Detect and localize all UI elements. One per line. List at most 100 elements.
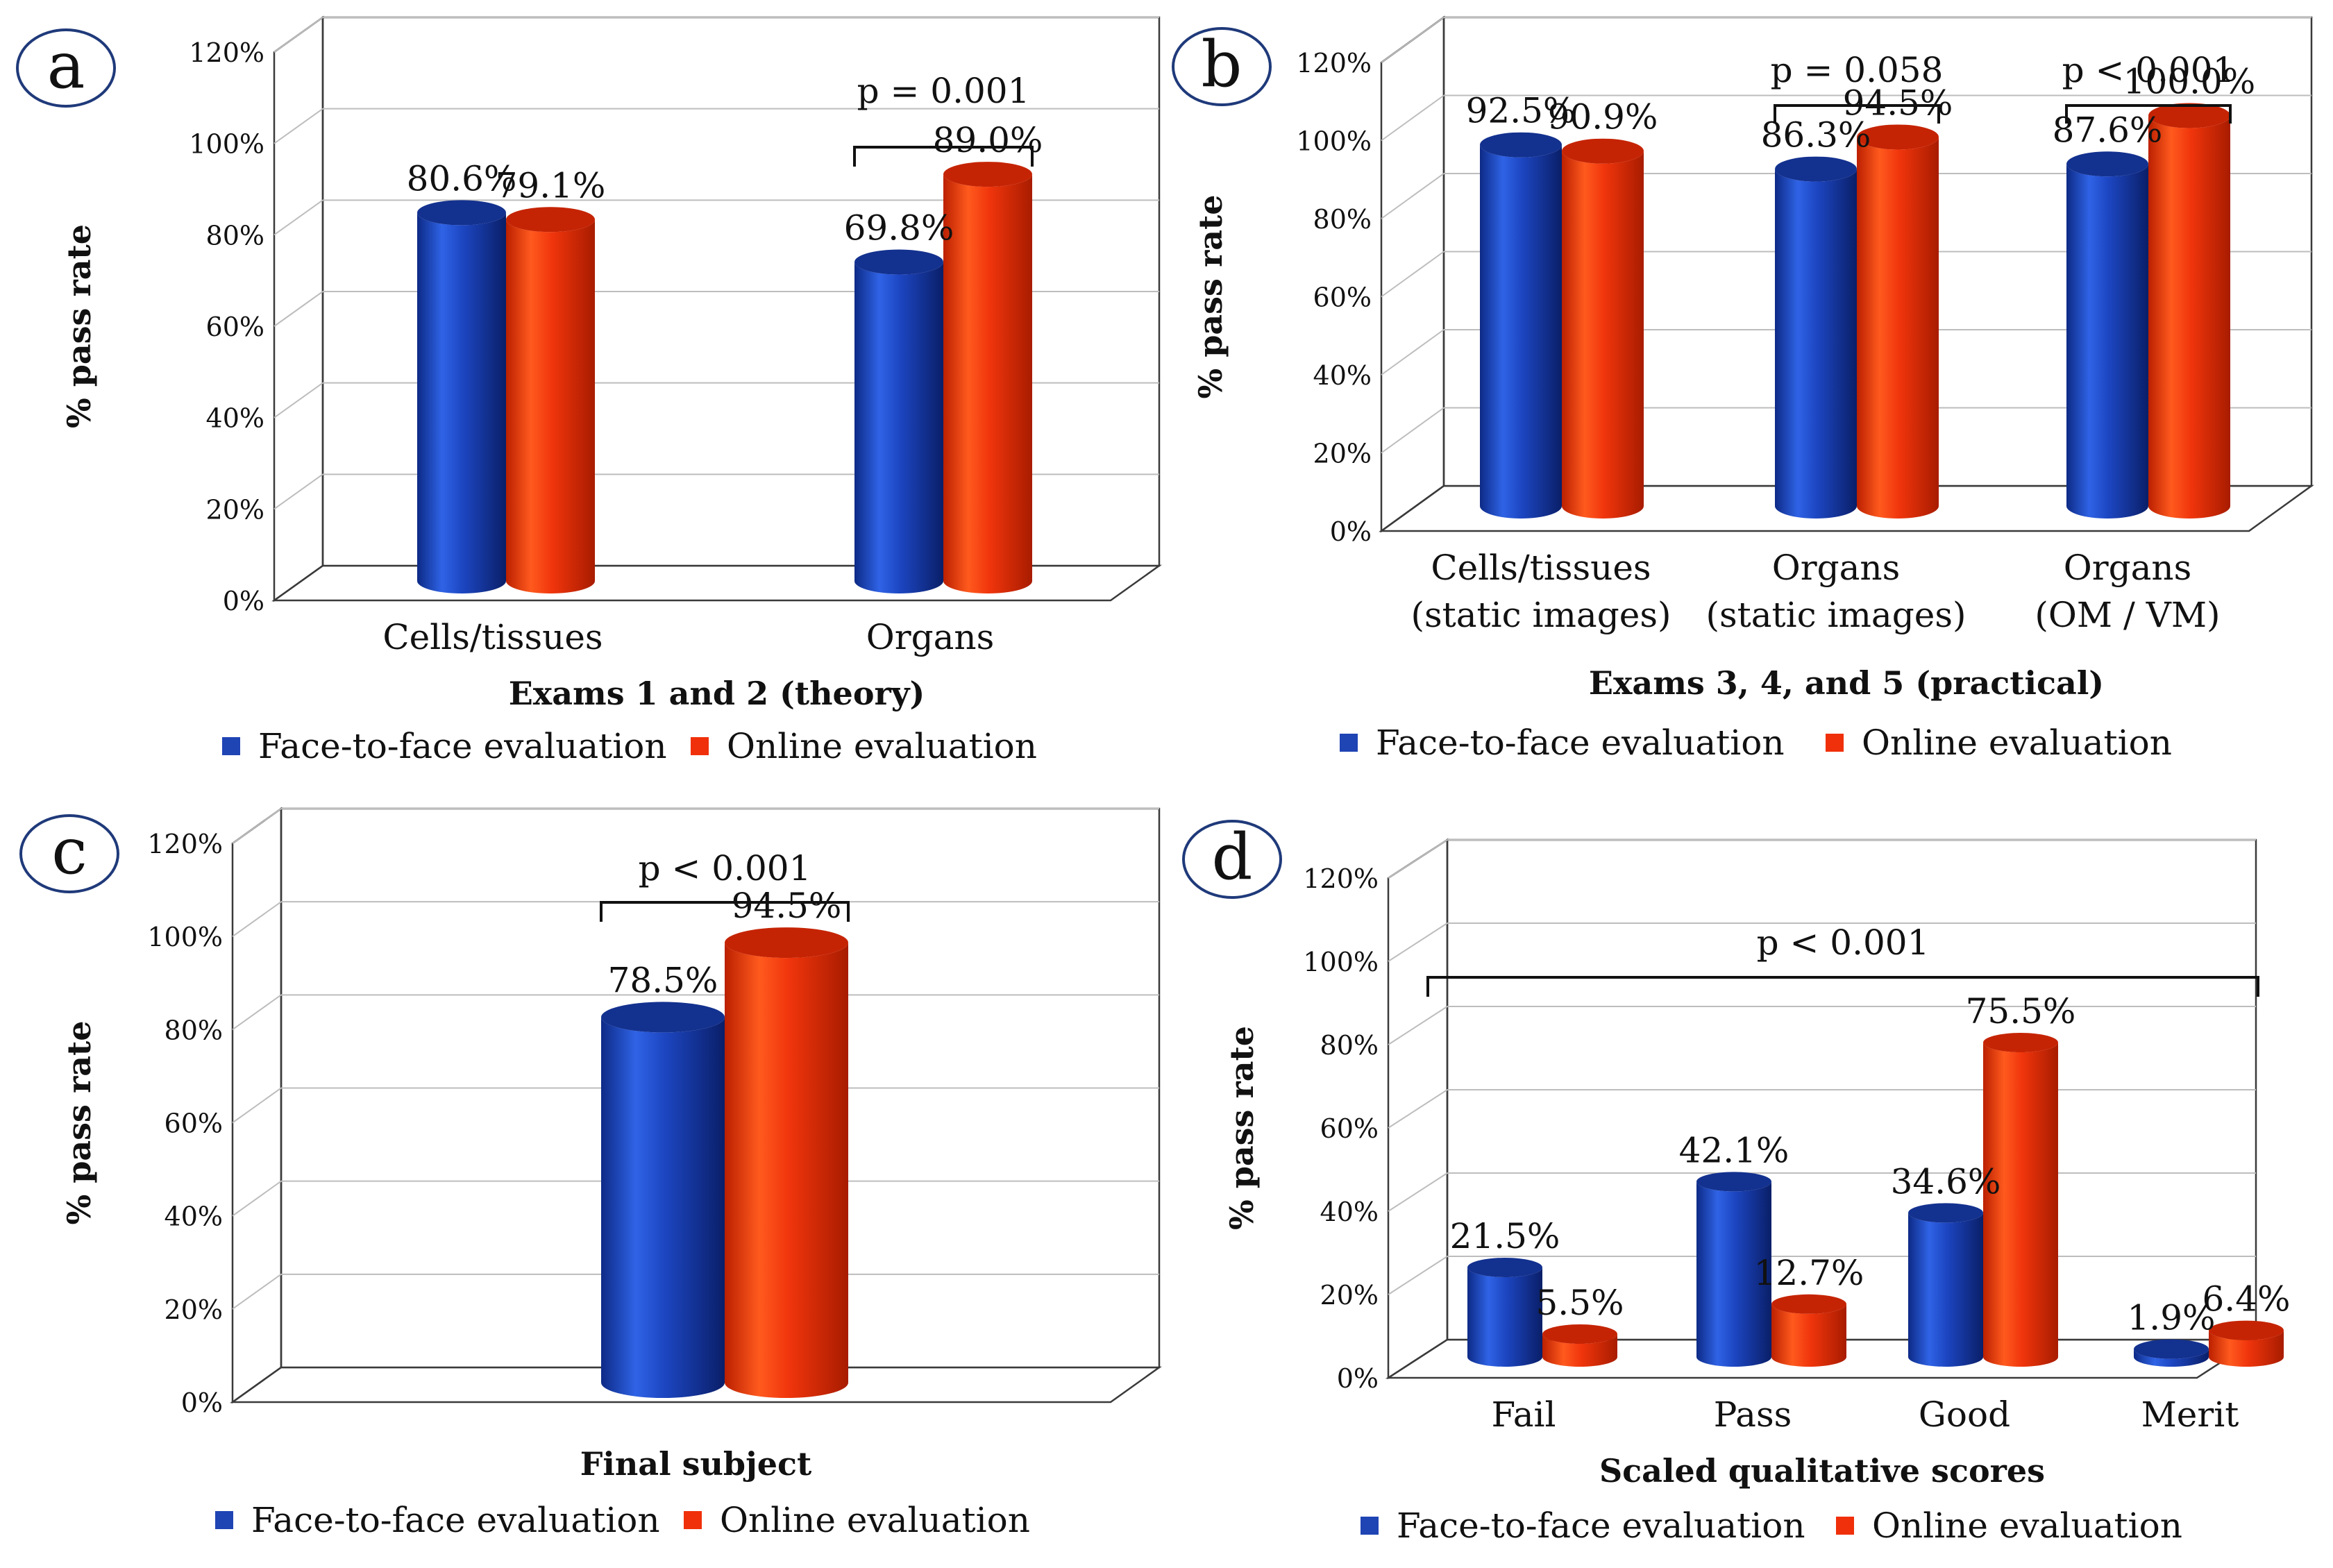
significance-bracket xyxy=(2065,104,2232,124)
bar-cap-online xyxy=(1771,1294,1846,1314)
panel-letter-circle xyxy=(1172,27,1272,106)
y-tick-label: 120% xyxy=(1296,48,1372,78)
panel-letter: c xyxy=(51,814,87,888)
data-label: 69.8% xyxy=(844,208,954,248)
y-axis-title: % pass rate xyxy=(1223,1026,1261,1230)
bar-cap-online xyxy=(2209,1320,2284,1340)
bar-cap-online xyxy=(1857,124,1939,150)
bar-face-to-face xyxy=(1775,169,1857,519)
bar-face-to-face xyxy=(417,212,506,594)
x-axis-title: Exams 3, 4, and 5 (practical) xyxy=(1589,664,2104,702)
bar-cap-online xyxy=(1542,1324,1617,1344)
p-value-label: p < 0.001 xyxy=(639,848,811,888)
bar-face-to-face xyxy=(601,1017,725,1398)
y-tick-label: 40% xyxy=(206,403,264,434)
x-axis-title: Final subject xyxy=(580,1445,812,1483)
data-label: 87.6% xyxy=(2053,110,2163,150)
bar-online xyxy=(506,219,595,594)
y-tick-label: 0% xyxy=(1337,1363,1379,1394)
y-tick-label: 20% xyxy=(1313,439,1372,469)
p-value-label: p = 0.001 xyxy=(857,71,1030,111)
panel-letter: b xyxy=(1202,27,1243,101)
bar-face-to-face xyxy=(854,262,943,593)
y-tick-label: 100% xyxy=(147,922,223,952)
y-tick-label: 0% xyxy=(1330,516,1372,547)
gridline-side xyxy=(273,382,323,419)
data-label: 34.6% xyxy=(1891,1161,2001,1202)
gridline-side xyxy=(1388,839,1448,879)
y-tick-label: 80% xyxy=(206,220,264,251)
bar-face-to-face xyxy=(1696,1181,1771,1367)
panel-letter: a xyxy=(47,28,85,103)
bar-cap-face-to-face xyxy=(1480,132,1562,158)
data-label: 80.6% xyxy=(407,158,517,199)
bar-cap-face-to-face xyxy=(2066,151,2148,177)
category-label: Organs xyxy=(866,617,995,657)
y-tick-label: 120% xyxy=(189,37,264,68)
data-label: 100.0% xyxy=(2123,62,2256,102)
y-tick-label: 100% xyxy=(1296,126,1372,157)
gridline-side xyxy=(1381,17,1445,63)
category-label: Cells/tissues xyxy=(382,617,603,657)
panel-d: 0% 20% 40% 60% 80% 100% 120% % pass rate 21.5% 5.… xyxy=(1182,820,2291,1546)
bar-face-to-face xyxy=(1908,1213,1983,1367)
panel-letter-circle xyxy=(16,28,116,108)
data-label: 92.5% xyxy=(1466,91,1576,131)
y-tick-label: 60% xyxy=(165,1108,223,1139)
significance-bracket xyxy=(853,146,1034,167)
data-label: 12.7% xyxy=(1754,1253,1864,1293)
legend-label-face-to-face: Face-to-face evaluation xyxy=(1397,1506,1805,1546)
category-label: Fail xyxy=(1491,1394,1556,1435)
category-label: (static images) xyxy=(1410,595,1671,635)
bar-face-to-face xyxy=(2134,1349,2209,1367)
p-value-label: p < 0.001 xyxy=(2062,50,2235,90)
bar-online xyxy=(1542,1334,1617,1367)
y-tick-label: 40% xyxy=(165,1202,223,1232)
y-tick-label: 20% xyxy=(1320,1280,1379,1310)
data-label: 75.5% xyxy=(1966,991,2076,1031)
gridline-side xyxy=(1388,1256,1448,1295)
category-label: Organs xyxy=(1772,548,1901,588)
gridline-side xyxy=(1388,1006,1448,1045)
bar-online xyxy=(1857,137,1939,519)
category-label: Merit xyxy=(2141,1394,2239,1435)
bar-cap-face-to-face xyxy=(854,249,943,275)
bar-online xyxy=(943,174,1032,594)
category-label: (static images) xyxy=(1705,595,1966,635)
legend-label-online: Online evaluation xyxy=(1862,723,2172,763)
gridline-side xyxy=(273,199,323,236)
x-axis-title: Scaled qualitative scores xyxy=(1599,1452,2045,1490)
y-tick-label: 60% xyxy=(1313,283,1372,313)
gridline-side xyxy=(1381,94,1445,142)
bar-online xyxy=(2148,115,2230,519)
panel-letter-circle xyxy=(19,814,119,893)
bar-cap-online xyxy=(2148,103,2230,128)
panel-letter-circle xyxy=(1182,820,1282,899)
y-axis-title: % pass rate xyxy=(60,224,98,428)
data-label: 86.3% xyxy=(1761,115,1871,155)
y-tick-label: 40% xyxy=(1320,1197,1379,1227)
legend-label-online: Online evaluation xyxy=(1872,1506,2182,1546)
bar-online xyxy=(2209,1330,2284,1367)
data-label: 94.5% xyxy=(732,886,842,926)
bar-face-to-face xyxy=(1467,1267,1542,1367)
data-label: 78.5% xyxy=(608,960,718,1000)
gridline-side xyxy=(273,17,323,53)
bar-face-to-face xyxy=(1480,144,1562,519)
bar-cap-online xyxy=(1562,138,1644,164)
y-axis-title: % pass rate xyxy=(60,1020,98,1224)
gridline-side xyxy=(1388,922,1448,962)
data-label: 89.0% xyxy=(933,120,1043,160)
bar-online xyxy=(1983,1043,2058,1367)
gridline-side xyxy=(1388,1172,1448,1212)
y-tick-label: 80% xyxy=(1313,204,1372,235)
category-label: Cells/tissues xyxy=(1431,548,1651,588)
bar-cap-face-to-face xyxy=(1696,1172,1771,1192)
legend-swatch-face-to-face xyxy=(222,737,240,755)
y-axis-title: % pass rate xyxy=(1192,194,1229,398)
y-tick-label: 120% xyxy=(147,829,223,859)
data-label: 6.4% xyxy=(2202,1279,2290,1320)
significance-bracket xyxy=(1774,104,1940,124)
gridline-side xyxy=(1381,407,1445,454)
